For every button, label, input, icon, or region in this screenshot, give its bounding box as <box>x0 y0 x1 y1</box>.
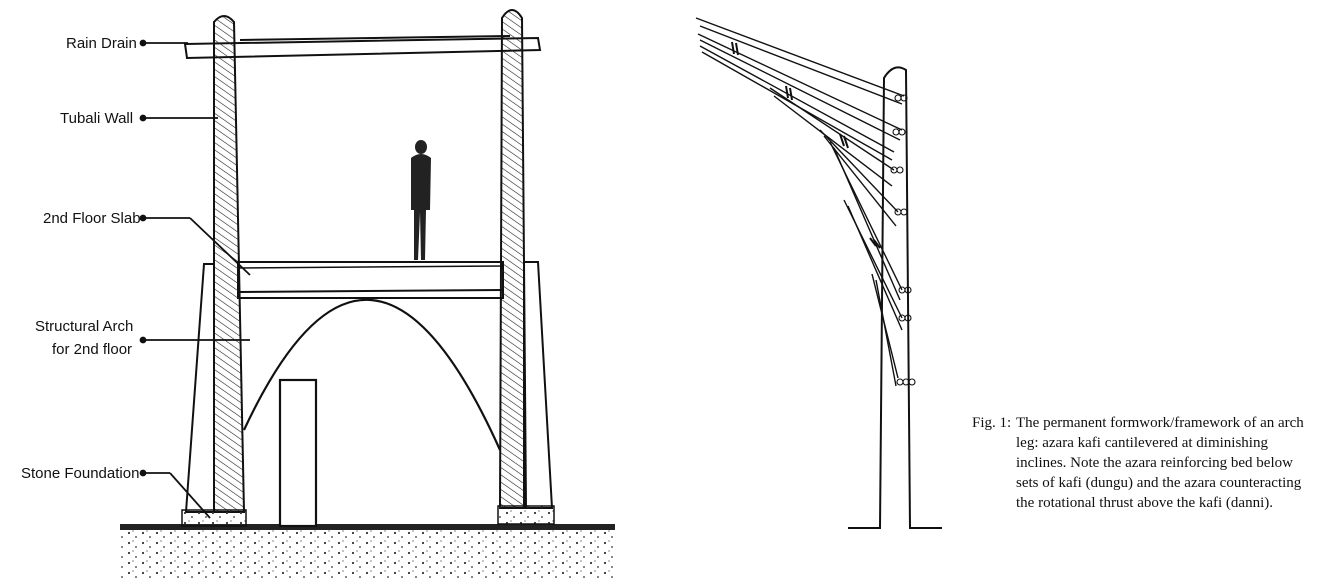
roof-beam <box>183 35 542 60</box>
label-tubali-wall: Tubali Wall <box>60 110 133 127</box>
cross-section-drawing: Rain Drain Tubali Wall 2nd Floor Slab St… <box>21 9 615 578</box>
arch-leg-figure: Fig. 1: The permanent formwork/framework… <box>640 0 1342 578</box>
figure-caption: Fig. 1: The permanent formwork/framework… <box>972 413 1312 513</box>
doorway <box>278 378 318 528</box>
person-silhouette <box>411 140 431 260</box>
arch-leg-drawing <box>695 17 942 529</box>
label-for-second-floor: for 2nd floor <box>52 341 132 358</box>
label-rain-drain: Rain Drain <box>66 35 137 52</box>
figure-caption-text: The permanent formwork/framework of an a… <box>1016 415 1304 511</box>
label-stone-foundation: Stone Foundation <box>21 465 139 482</box>
kafi-sticks <box>695 17 905 387</box>
azara-bindings <box>731 41 881 249</box>
label-structural-arch: Structural Arch <box>35 318 133 335</box>
label-second-floor-slab: 2nd Floor Slab <box>43 210 141 227</box>
figure-label: Fig. 1: <box>972 415 1012 431</box>
arch-leg-outline <box>848 66 942 529</box>
buttresses <box>184 261 554 513</box>
second-floor-slab <box>237 261 504 299</box>
cross-section-diagram: Rain Drain Tubali Wall 2nd Floor Slab St… <box>0 0 620 578</box>
structural-arch <box>243 298 502 451</box>
binding-loops <box>890 94 916 386</box>
right-tubali-wall <box>497 9 555 525</box>
ground-with-gravel <box>120 524 615 578</box>
leader-lines <box>139 39 251 519</box>
left-tubali-wall <box>181 15 247 527</box>
